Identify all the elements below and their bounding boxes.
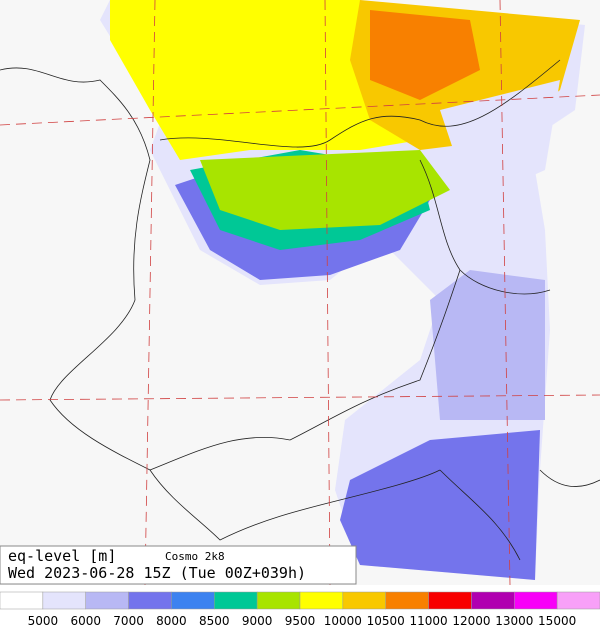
- colorbar-label: 8000: [156, 614, 187, 628]
- colorbar-label: 11000: [409, 614, 447, 628]
- colorbar-label: 10000: [324, 614, 362, 628]
- colorbar-label: 9000: [242, 614, 273, 628]
- colorbar-swatch: [42, 591, 86, 610]
- colorbar-swatch: [256, 591, 301, 610]
- colorbar-swatch: [171, 591, 215, 610]
- valid-time: Wed 2023-06-28 15Z (Tue 00Z+039h): [8, 564, 306, 582]
- graticule: [0, 0, 600, 586]
- colorbar-swatch: [556, 591, 600, 610]
- colorbar-swatch: [85, 591, 129, 610]
- colorbar-label: 15000: [538, 614, 576, 628]
- colorbar-swatch: [299, 591, 344, 610]
- colorbar-swatch: [128, 591, 172, 610]
- colorbar-swatch: [471, 591, 515, 610]
- colorbar: 5000 6000 7000 8000 8500 9000 9500 10000 10500 11…: [0, 591, 600, 628]
- colorbar-label: 12000: [452, 614, 490, 628]
- colorbar-label: 5000: [28, 614, 59, 628]
- colorbar-swatch: [214, 591, 258, 610]
- colorbar-label: 8500: [199, 614, 230, 628]
- colorbar-label: 6000: [70, 614, 101, 628]
- colorbar-label: 9500: [285, 614, 316, 628]
- info-box: [0, 545, 357, 585]
- colorbar-label: 13000: [495, 614, 533, 628]
- colorbar-swatch: [514, 591, 558, 610]
- model-label: Cosmo 2k8: [165, 550, 225, 563]
- colorbar-label: 10500: [367, 614, 405, 628]
- colorbar-swatch: [385, 591, 429, 610]
- variable-label: eq-level [m]: [8, 547, 116, 565]
- colorbar-swatch: [428, 591, 472, 610]
- colorbar-label: 7000: [113, 614, 144, 628]
- borders: [0, 59, 600, 561]
- field: [100, 0, 585, 580]
- colorbar-swatch: [342, 591, 386, 610]
- colorbar-swatch: [0, 591, 44, 610]
